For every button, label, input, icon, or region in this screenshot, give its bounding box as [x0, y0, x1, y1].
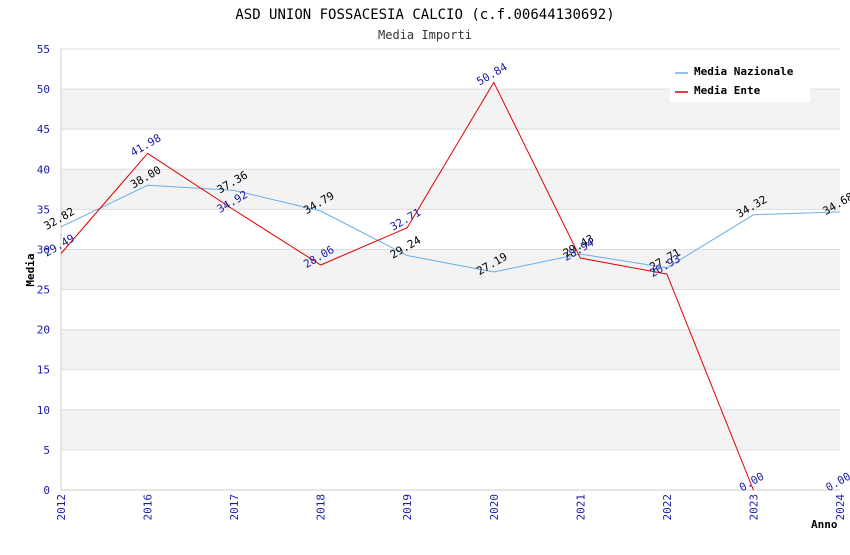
- y-tick-label: 45: [37, 123, 50, 136]
- y-tick-label: 10: [37, 404, 50, 417]
- x-tick-label: 2012: [55, 494, 68, 521]
- y-tick-label: 40: [37, 163, 50, 176]
- axes: [60, 49, 840, 491]
- y-tick-label: 5: [43, 444, 50, 457]
- grid-band: [61, 249, 840, 290]
- y-tick-label: 50: [37, 83, 50, 96]
- series-lines: [60, 81, 841, 491]
- data-label-media-ente: 32.71: [388, 206, 423, 234]
- x-tick-label: 2017: [228, 494, 241, 521]
- y-tick-label: 20: [37, 324, 50, 337]
- data-label-media-ente: 0.00: [737, 470, 766, 495]
- y-tick-label: 15: [37, 364, 50, 377]
- x-tick-label: 2020: [488, 494, 501, 521]
- y-tick-label: 30: [37, 243, 50, 256]
- x-tick-label: 2021: [574, 494, 587, 521]
- y-tick-label: 25: [37, 284, 50, 297]
- x-tick-label: 2018: [315, 494, 328, 521]
- chart-title: ASD UNION FOSSACESIA CALCIO (c.f.0064413…: [235, 7, 614, 23]
- y-tick-label: 35: [37, 203, 50, 216]
- data-label-media-ente: 0.00: [824, 470, 850, 495]
- data-label-media-ente: 50.84: [474, 60, 510, 88]
- series-line-media-nazionale: [60, 184, 841, 273]
- chart-subtitle: Media Importi: [378, 28, 472, 42]
- x-tick-label: 2016: [142, 494, 155, 521]
- x-tick-label: 2024: [834, 494, 847, 521]
- y-axis-label: Media: [24, 253, 37, 286]
- x-tick-label: 2019: [401, 494, 414, 521]
- legend-label-media-ente: Media Ente: [694, 84, 761, 97]
- y-tick-label: 55: [37, 43, 50, 56]
- x-tick-label: 2022: [661, 494, 674, 521]
- y-tick-label: 0: [43, 484, 50, 497]
- grid-bands: [61, 89, 840, 450]
- grid-lines: [61, 48, 840, 491]
- legend-label-media-nazionale: Media Nazionale: [694, 65, 794, 78]
- x-tick-label: 2023: [747, 494, 760, 521]
- legend: Media Nazionale Media Ente: [670, 58, 810, 102]
- x-axis-label: Anno: [811, 518, 838, 531]
- grid-band: [61, 169, 840, 210]
- grid-band: [61, 409, 840, 450]
- x-axis-ticks: 2012 2016 2017 2018 2019 2020 2021 2022 2023 2024: [55, 494, 847, 521]
- series-line-media-ente: [60, 81, 754, 491]
- y-axis-ticks: 0 5 10 15 20 25 30 35 40 45 50 55: [37, 43, 50, 497]
- grid-band: [61, 329, 840, 370]
- legend-box: [670, 58, 810, 102]
